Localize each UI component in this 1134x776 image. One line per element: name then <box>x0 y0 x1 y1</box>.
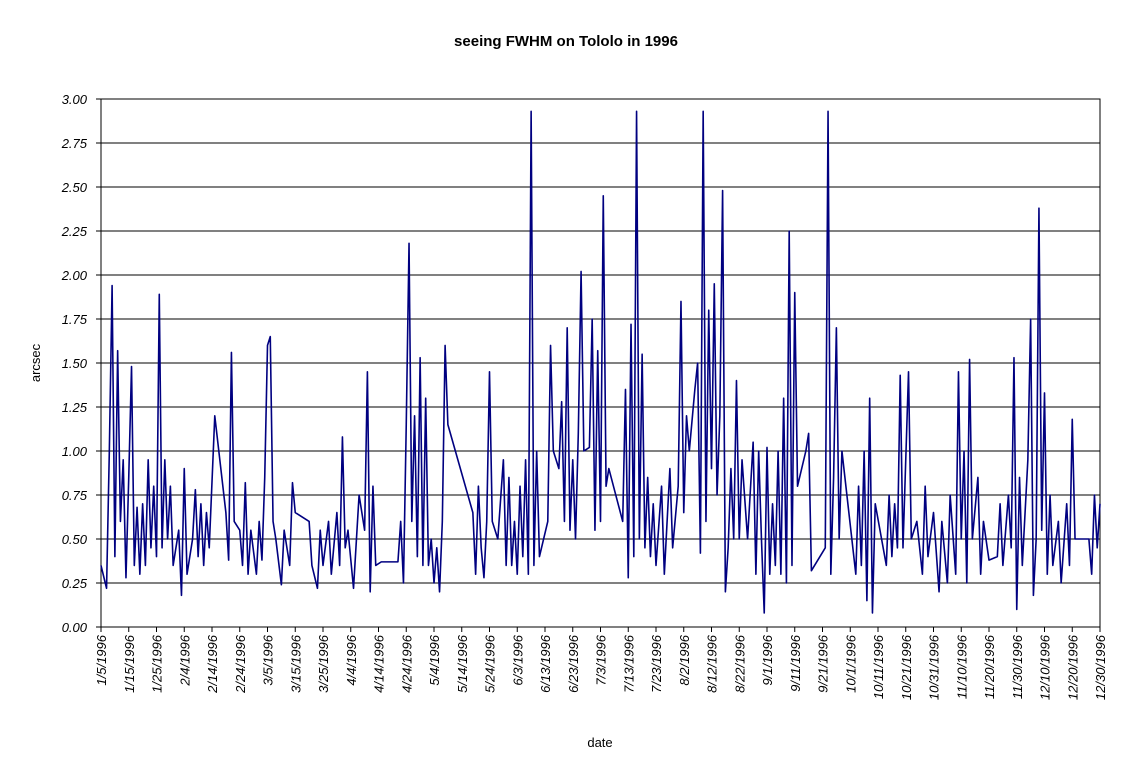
x-tick-label: 3/5/1996 <box>261 634 276 685</box>
x-tick-label: 12/20/1996 <box>1065 634 1080 700</box>
y-tick-label: 1.50 <box>62 356 88 371</box>
y-tick-label: 0.00 <box>62 620 88 635</box>
x-tick-label: 2/4/1996 <box>177 634 192 686</box>
y-tick-label: 1.75 <box>62 312 88 327</box>
y-axis-label: arcsec <box>28 343 43 382</box>
x-tick-label: 6/3/1996 <box>510 634 525 685</box>
x-tick-label: 7/3/1996 <box>594 634 609 685</box>
chart-title: seeing FWHM on Tololo in 1996 <box>454 33 678 50</box>
x-tick-label: 6/23/1996 <box>566 634 581 693</box>
x-tick-label: 4/24/1996 <box>399 634 414 693</box>
series-line <box>100 110 1101 614</box>
x-tick-label: 12/30/1996 <box>1093 634 1108 700</box>
x-tick-label: 4/14/1996 <box>372 634 387 693</box>
x-tick-label: 3/15/1996 <box>288 634 303 693</box>
y-tick-label: 2.25 <box>61 224 88 239</box>
x-tick-label: 8/12/1996 <box>705 634 720 693</box>
x-tick-label: 6/13/1996 <box>538 634 553 693</box>
x-tick-label: 7/13/1996 <box>621 634 636 693</box>
x-tick-label: 3/25/1996 <box>316 634 331 693</box>
x-tick-label: 11/30/1996 <box>1010 634 1025 699</box>
x-axis-label: date <box>587 735 612 750</box>
x-tick-label: 12/10/1996 <box>1038 634 1053 700</box>
x-tick-label: 1/5/1996 <box>94 634 109 685</box>
x-tick-label: 2/14/1996 <box>205 634 220 694</box>
y-tick-label: 0.50 <box>62 532 88 547</box>
x-tick-label: 1/15/1996 <box>122 634 137 693</box>
y-tick-label: 0.75 <box>62 488 88 503</box>
x-tick-label: 9/11/1996 <box>788 634 803 692</box>
x-tick-label: 4/4/1996 <box>344 634 359 685</box>
x-tick-label: 10/11/1996 <box>871 634 886 699</box>
x-tick-label: 8/22/1996 <box>732 634 747 693</box>
x-tick-label: 9/1/1996 <box>760 634 775 685</box>
y-tick-label: 3.00 <box>62 92 88 107</box>
x-tick-label: 2/24/1996 <box>233 634 248 694</box>
y-tick-label: 1.25 <box>62 400 88 415</box>
x-tick-label: 5/4/1996 <box>427 634 442 685</box>
x-tick-label: 10/21/1996 <box>899 634 914 700</box>
x-tick-label: 5/14/1996 <box>455 634 470 693</box>
x-tick-label: 8/2/1996 <box>677 634 692 685</box>
x-tick-label: 1/25/1996 <box>150 634 165 693</box>
x-tick-label: 11/20/1996 <box>982 634 997 699</box>
y-tick-label: 2.50 <box>61 180 88 195</box>
x-tick-label: 11/10/1996 <box>954 634 969 699</box>
y-tick-label: 2.00 <box>61 268 88 283</box>
x-tick-label: 9/21/1996 <box>816 634 831 693</box>
x-tick-label: 7/23/1996 <box>649 634 664 693</box>
x-tick-label: 5/24/1996 <box>483 634 498 693</box>
y-tick-label: 1.00 <box>62 444 88 459</box>
y-tick-label: 0.25 <box>62 576 88 591</box>
x-tick-label: 10/31/1996 <box>927 634 942 700</box>
y-tick-label: 2.75 <box>61 136 88 151</box>
x-tick-label: 10/1/1996 <box>843 634 858 693</box>
